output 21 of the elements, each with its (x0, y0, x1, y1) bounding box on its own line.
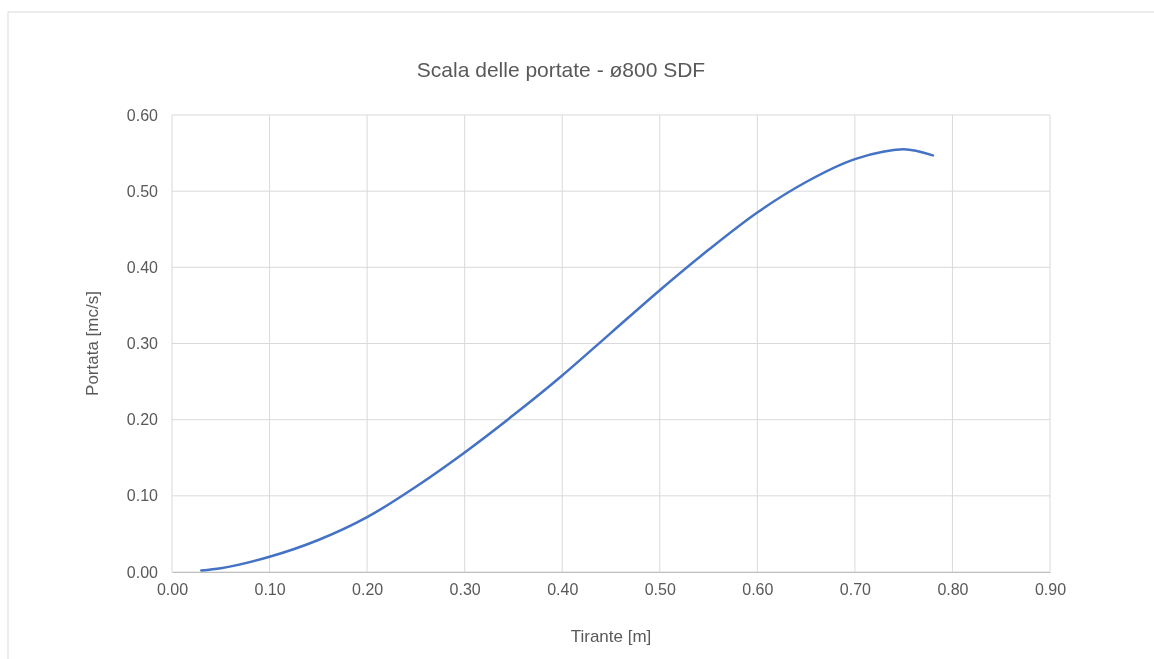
x-tick-label: 0.20 (352, 581, 384, 599)
y-tick-label: 0.10 (126, 487, 159, 505)
y-tick-label: 0.20 (126, 411, 159, 429)
line-series (200, 148, 935, 572)
x-tick-label: 0.40 (547, 581, 579, 599)
y-tick-label: 0.50 (126, 182, 159, 200)
chart-title: Scala delle portate - ø800 SDF (416, 58, 706, 81)
x-tick-label: 0.50 (644, 581, 676, 599)
x-tick-label: 0.30 (449, 581, 481, 599)
x-tick-label: 0.90 (1034, 581, 1067, 599)
x-tick-label: 0.80 (937, 581, 969, 599)
y-tick-label: 0.00 (126, 563, 159, 581)
y-axis-title: Portata [mc/s] (83, 291, 102, 396)
x-axis-title: Tirante [m] (570, 627, 652, 646)
x-tick-label: 0.00 (156, 581, 189, 599)
y-tick-label: 0.60 (126, 106, 159, 124)
x-tick-label: 0.70 (839, 581, 872, 599)
x-tick-label: 0.60 (742, 581, 774, 599)
y-tick-label: 0.40 (126, 258, 159, 276)
y-tick-label: 0.30 (126, 335, 159, 353)
x-tick-label: 0.10 (254, 581, 286, 599)
